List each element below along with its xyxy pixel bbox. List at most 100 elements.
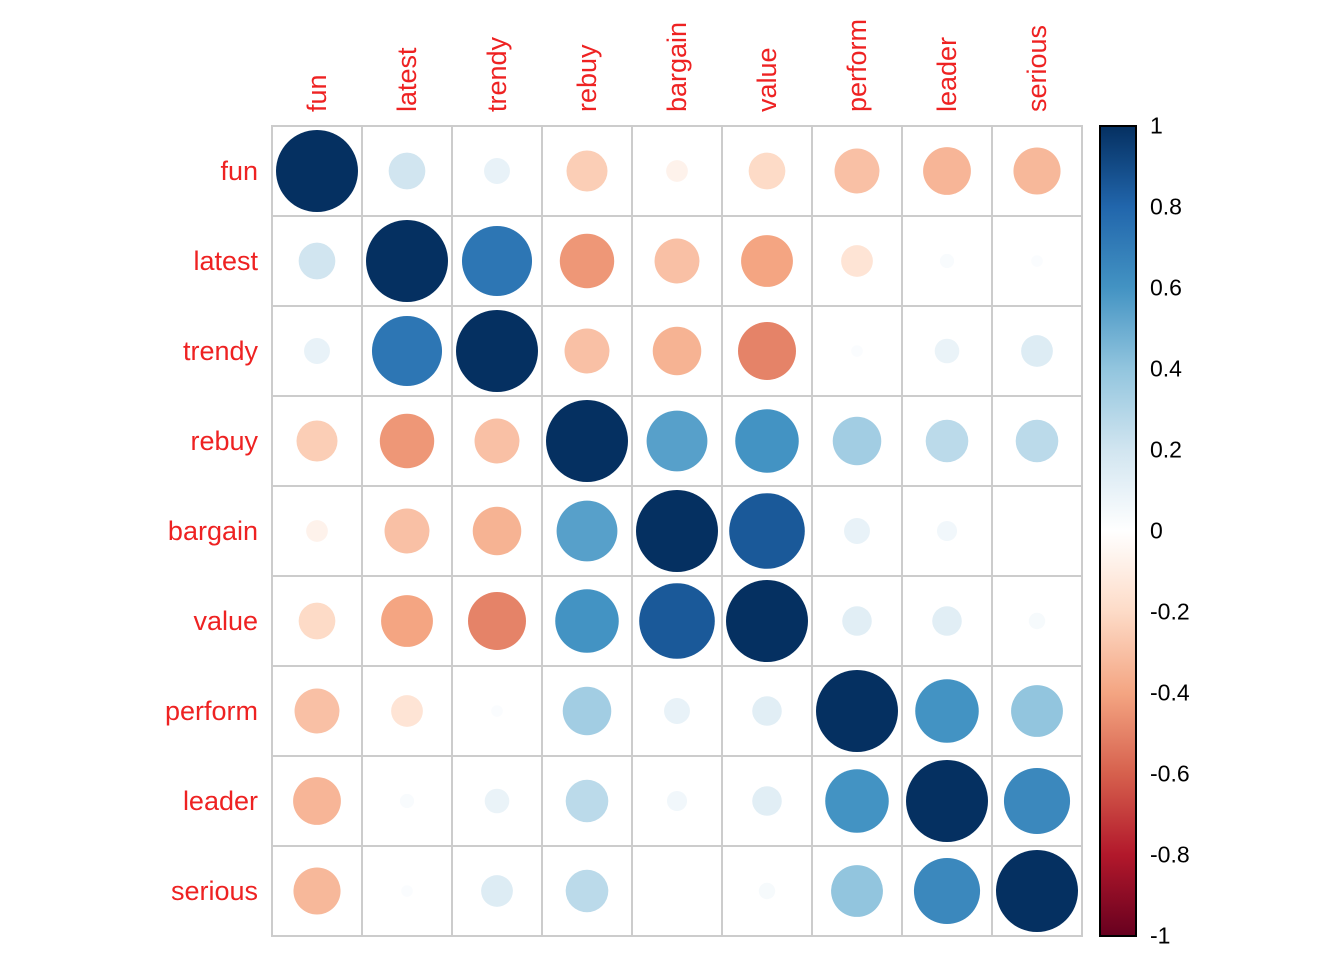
correlation-circle-value-value: [726, 580, 808, 662]
correlation-circle-bargain-leader: [936, 520, 958, 542]
correlation-circle-serious-latest: [401, 885, 413, 897]
correlation-circle-latest-rebuy: [559, 233, 615, 289]
row-label-latest: latest: [193, 246, 258, 276]
correlation-circle-bargain-fun: [306, 520, 328, 542]
correlation-circle-serious-value: [758, 882, 776, 900]
column-label-latest: latest: [392, 47, 422, 112]
correlation-circle-leader-bargain: [666, 790, 688, 812]
correlation-circle-rebuy-value: [735, 409, 799, 473]
correlation-circle-fun-perform: [834, 148, 880, 194]
correlation-circle-value-serious: [1028, 612, 1046, 630]
correlation-circle-fun-value: [748, 152, 786, 190]
colorbar-tick-label: -0.8: [1150, 842, 1190, 868]
correlation-circle-bargain-value: [729, 493, 805, 569]
correlation-circle-serious-rebuy: [565, 869, 609, 913]
matrix-cell: [631, 305, 723, 397]
correlation-circle-leader-leader: [906, 760, 988, 842]
correlation-circle-rebuy-fun: [296, 420, 338, 462]
correlation-circle-value-leader: [932, 606, 962, 636]
row-label-trendy: trendy: [183, 336, 259, 366]
row-label-value: value: [193, 606, 258, 636]
correlation-circle-trendy-perform: [851, 345, 863, 357]
colorbar-tick-label: 0.2: [1150, 437, 1182, 463]
correlation-circle-fun-bargain: [666, 160, 688, 182]
colorbar-tick-label: 0: [1150, 518, 1163, 544]
correlation-circle-leader-fun: [293, 777, 341, 825]
correlation-circle-serious-leader: [913, 857, 981, 925]
colorbar-tick-label: 1: [1150, 113, 1163, 139]
column-label-fun: fun: [302, 74, 332, 112]
correlation-circle-value-fun: [298, 602, 336, 640]
correlation-circle-serious-perform: [831, 865, 883, 917]
correlation-circle-fun-leader: [923, 147, 971, 195]
colorbar-tick-label: -0.4: [1150, 680, 1190, 706]
column-label-rebuy: rebuy: [572, 44, 602, 112]
row-label-bargain: bargain: [168, 516, 258, 546]
correlation-circle-perform-latest: [391, 695, 423, 727]
row-label-rebuy: rebuy: [190, 426, 258, 456]
column-label-value: value: [752, 47, 782, 112]
row-label-fun: fun: [220, 156, 258, 186]
correlation-circle-latest-leader: [939, 253, 955, 269]
correlation-circle-perform-bargain: [664, 698, 690, 724]
correlation-circle-trendy-bargain: [652, 326, 702, 376]
correlation-circle-trendy-rebuy: [564, 328, 610, 374]
correlation-circle-rebuy-bargain: [646, 410, 708, 472]
correlation-circle-perform-leader: [915, 679, 979, 743]
correlation-circle-bargain-bargain: [636, 490, 718, 572]
correlation-circle-rebuy-rebuy: [546, 400, 628, 482]
matrix-cell: [811, 575, 903, 667]
correlation-circle-value-rebuy: [555, 589, 619, 653]
matrix-cell: [991, 485, 1083, 577]
correlation-circle-bargain-trendy: [472, 506, 522, 556]
correlation-circle-serious-trendy: [481, 875, 513, 907]
colorbar: [1099, 125, 1137, 937]
correlation-circle-value-bargain: [639, 583, 715, 659]
correlation-circle-rebuy-leader: [925, 419, 969, 463]
correlation-circle-fun-trendy: [484, 158, 510, 184]
correlation-circle-rebuy-trendy: [474, 418, 520, 464]
colorbar-tick-label: -1: [1150, 923, 1170, 949]
correlation-circle-trendy-trendy: [456, 310, 538, 392]
correlation-circle-rebuy-latest: [379, 413, 435, 469]
correlation-circle-leader-perform: [825, 769, 889, 833]
colorbar-tick-label: 0.8: [1150, 194, 1182, 220]
column-label-perform: perform: [842, 19, 872, 112]
row-label-perform: perform: [165, 696, 258, 726]
correlation-circle-latest-latest: [366, 220, 448, 302]
colorbar-tick-label: -0.6: [1150, 761, 1190, 787]
correlation-circle-serious-fun: [293, 867, 341, 915]
correlation-circle-fun-rebuy: [566, 150, 608, 192]
row-label-leader: leader: [183, 786, 258, 816]
column-label-leader: leader: [932, 37, 962, 112]
correlation-circle-trendy-serious: [1021, 335, 1053, 367]
correlation-circle-bargain-perform: [844, 518, 870, 544]
correlation-circle-leader-rebuy: [565, 779, 609, 823]
correlation-circle-perform-value: [752, 696, 782, 726]
correlation-circle-rebuy-perform: [832, 416, 882, 466]
correlation-circle-fun-serious: [1013, 147, 1061, 195]
colorbar-tick-label: 0.6: [1150, 275, 1182, 301]
row-label-serious: serious: [171, 876, 258, 906]
correlation-circle-latest-trendy: [461, 225, 533, 297]
correlation-circle-rebuy-serious: [1015, 419, 1059, 463]
column-label-trendy: trendy: [482, 36, 512, 112]
correlation-circle-leader-trendy: [484, 788, 510, 814]
correlation-circle-latest-perform: [841, 245, 873, 277]
correlation-circle-perform-serious: [1011, 685, 1063, 737]
correlation-circle-perform-fun: [294, 688, 340, 734]
correlation-circle-latest-bargain: [654, 238, 700, 284]
correlation-circle-value-latest: [381, 595, 433, 647]
correlation-circle-trendy-leader: [934, 338, 960, 364]
correlation-circle-latest-value: [741, 235, 793, 287]
matrix-cell: [631, 845, 723, 937]
correlation-circle-perform-perform: [816, 670, 898, 752]
matrix-cell: [901, 575, 993, 667]
correlation-circle-leader-latest: [399, 793, 415, 809]
correlation-circle-bargain-rebuy: [556, 500, 618, 562]
column-label-bargain: bargain: [662, 22, 692, 112]
correlation-circle-leader-serious: [1003, 767, 1071, 835]
correlation-circle-fun-fun: [276, 130, 358, 212]
correlation-circle-perform-rebuy: [562, 686, 612, 736]
